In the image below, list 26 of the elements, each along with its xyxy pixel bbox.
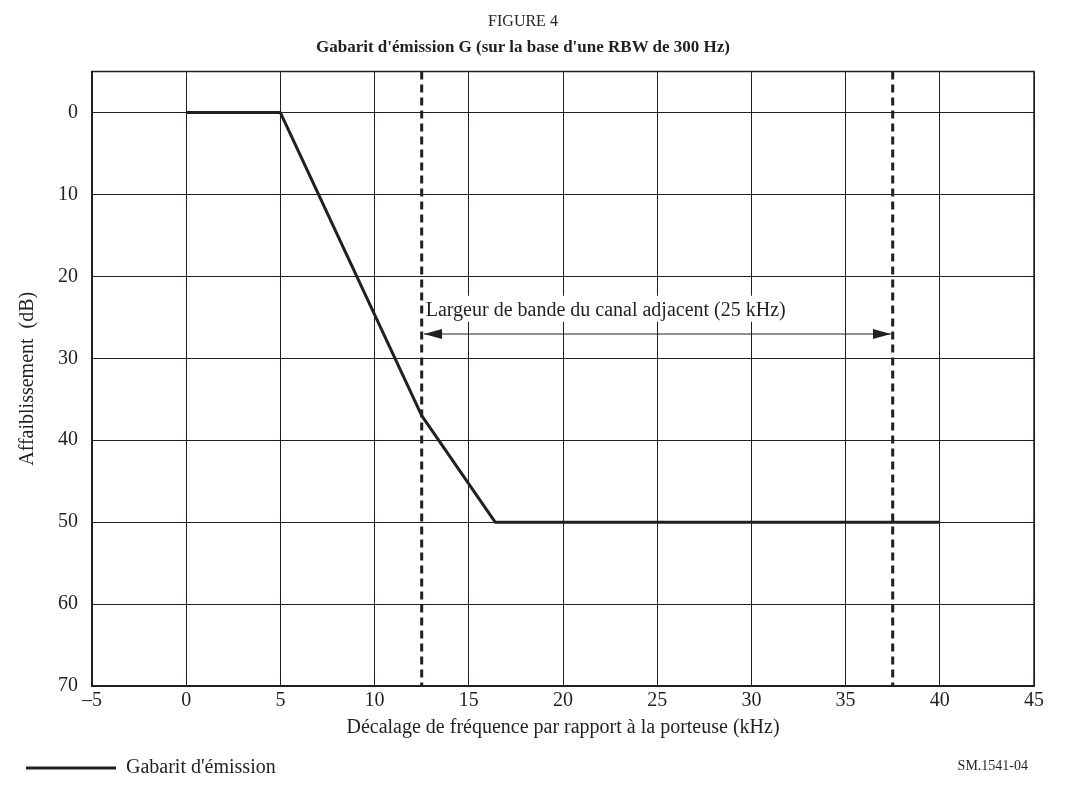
x-tick-label: 15 [458, 688, 479, 711]
y-tick-label: 60 [58, 591, 78, 614]
x-tick-label: 5 [275, 688, 286, 711]
y-tick-label: 40 [58, 427, 78, 450]
y-tick-label: 0 [68, 99, 78, 122]
chart-subtitle: Gabarit d'émission G (sur la base d'une RBW de 300 Hz) [315, 36, 731, 56]
y-tick-label: 30 [58, 345, 78, 368]
y-axis-title: Affaiblissement (dB) [15, 291, 39, 466]
chart-title: FIGURE 4 [488, 11, 558, 29]
y-tick-label: 10 [58, 181, 78, 204]
y-tick-label: 20 [58, 263, 78, 286]
x-tick-label: 10 [364, 688, 385, 711]
x-tick-label: –5 [81, 688, 102, 711]
legend-label: Gabarit d'émission [126, 755, 276, 778]
x-tick-label: 45 [1024, 688, 1044, 711]
text: SM.1541-04 [957, 758, 1028, 774]
y-tick-label: 70 [58, 673, 78, 696]
x-tick-label: 0 [181, 688, 192, 711]
x-tick-label: 20 [553, 688, 573, 711]
x-tick-label: 30 [741, 688, 762, 711]
x-tick-label: 35 [835, 688, 856, 711]
annotation: Largeur de bande du canal adjacent (25 kHz) [425, 297, 786, 321]
x-tick-label: 25 [647, 688, 668, 711]
y-tick-label: 50 [58, 509, 78, 532]
x-axis-title: Décalage de fréquence par rapport à la porteuse (kHz) [346, 715, 780, 739]
x-tick-label: 40 [929, 688, 950, 711]
